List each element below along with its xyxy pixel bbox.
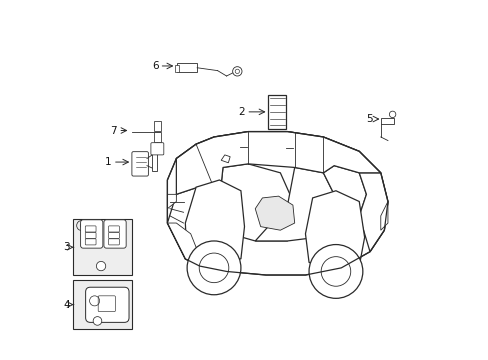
Bar bbox=[152, 151, 156, 171]
Polygon shape bbox=[316, 166, 366, 237]
Text: 5: 5 bbox=[366, 114, 372, 124]
Text: 3: 3 bbox=[63, 242, 70, 252]
Circle shape bbox=[96, 261, 105, 271]
FancyBboxPatch shape bbox=[81, 220, 102, 248]
Circle shape bbox=[308, 244, 362, 298]
Polygon shape bbox=[185, 180, 244, 259]
Polygon shape bbox=[221, 155, 230, 163]
Polygon shape bbox=[219, 164, 294, 241]
Polygon shape bbox=[359, 173, 387, 252]
Polygon shape bbox=[305, 191, 364, 266]
FancyBboxPatch shape bbox=[85, 287, 129, 322]
Bar bbox=[154, 121, 161, 131]
FancyBboxPatch shape bbox=[104, 220, 126, 248]
Circle shape bbox=[232, 67, 242, 76]
Text: 4: 4 bbox=[63, 300, 70, 310]
Polygon shape bbox=[167, 223, 199, 266]
Bar bbox=[73, 280, 132, 329]
Circle shape bbox=[187, 241, 241, 295]
Text: 2: 2 bbox=[238, 107, 244, 117]
Polygon shape bbox=[167, 194, 176, 209]
Polygon shape bbox=[167, 132, 387, 275]
Bar bbox=[177, 63, 197, 72]
Bar bbox=[380, 118, 394, 125]
FancyBboxPatch shape bbox=[151, 143, 163, 155]
Text: 1: 1 bbox=[105, 157, 112, 167]
Polygon shape bbox=[176, 132, 380, 202]
Polygon shape bbox=[167, 187, 230, 271]
Bar bbox=[174, 65, 179, 72]
Bar bbox=[73, 220, 132, 275]
Circle shape bbox=[93, 317, 102, 325]
Polygon shape bbox=[380, 202, 387, 230]
Bar bbox=[154, 132, 161, 141]
Polygon shape bbox=[255, 196, 294, 230]
Text: 6: 6 bbox=[151, 61, 158, 71]
Bar bbox=[267, 95, 286, 129]
FancyBboxPatch shape bbox=[132, 152, 148, 176]
Text: 7: 7 bbox=[110, 126, 117, 135]
Polygon shape bbox=[255, 167, 337, 241]
